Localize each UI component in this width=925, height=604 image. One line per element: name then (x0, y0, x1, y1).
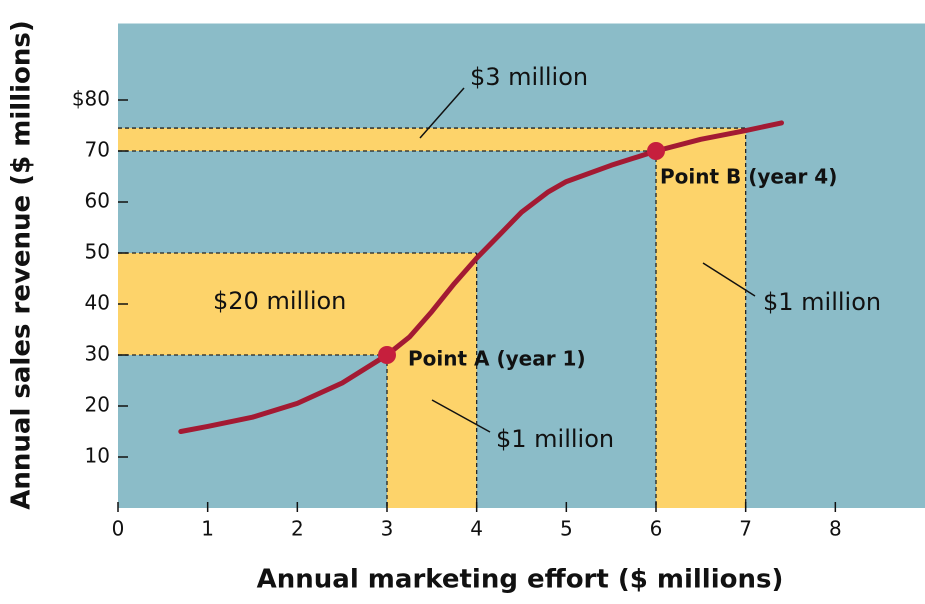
y-tick-label: 10 (85, 444, 110, 468)
annotation: $20 million (213, 287, 346, 315)
vertical-band (656, 128, 746, 509)
x-axis-title: Annual marketing effort ($ millions) (257, 565, 784, 595)
x-tick-label: 0 (112, 517, 125, 541)
x-tick-label: 4 (470, 517, 483, 541)
annotation: $3 million (470, 63, 588, 91)
x-tick-label: 5 (560, 517, 573, 541)
y-axis-title: Annual sales revenue ($ millions) (7, 20, 37, 510)
annotation: $1 million (763, 288, 881, 316)
annotation: $1 million (496, 425, 614, 453)
point-label: Point A (year 1) (408, 347, 586, 371)
horizontal-band (118, 128, 746, 151)
y-tick-label: 50 (85, 240, 110, 264)
y-tick-label: $80 (72, 87, 110, 111)
point-marker (647, 142, 665, 160)
y-tick-label: 20 (85, 393, 110, 417)
y-tick-label: 60 (85, 189, 110, 213)
plot-area (118, 23, 925, 509)
leader-line (419, 87, 465, 139)
x-tick-label: 7 (739, 517, 752, 541)
vertical-band (387, 253, 477, 508)
point-label: Point B (year 4) (660, 165, 837, 189)
leader-line (702, 262, 756, 297)
x-tick-label: 6 (650, 517, 663, 541)
leader-line (431, 399, 491, 433)
x-tick-label: 3 (381, 517, 394, 541)
y-tick-label: 30 (85, 342, 110, 366)
x-tick-label: 2 (291, 517, 304, 541)
x-tick-label: 8 (829, 517, 842, 541)
point-marker (378, 346, 396, 364)
x-tick-label: 1 (201, 517, 214, 541)
y-tick-label: 70 (85, 138, 110, 162)
y-tick-label: 40 (85, 291, 110, 315)
